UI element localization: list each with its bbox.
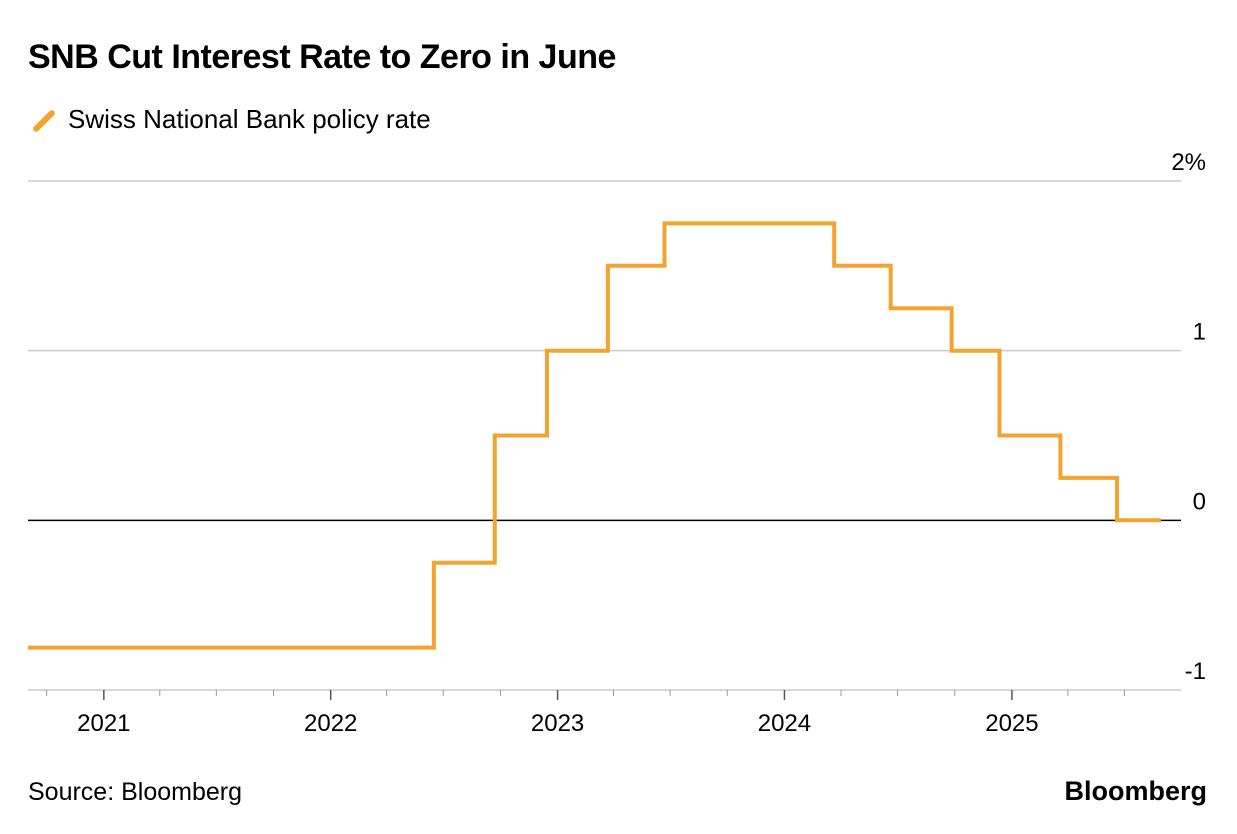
y-tick-label: 0 <box>1193 488 1206 515</box>
legend: Swiss National Bank policy rate <box>30 104 431 135</box>
y-tick-label: 1 <box>1193 319 1206 346</box>
brand-logo: Bloomberg <box>1064 776 1207 806</box>
x-tick-label: 2022 <box>304 710 357 737</box>
y-tick-label: 2% <box>1171 149 1206 176</box>
series-line-policy-rate <box>28 221 1162 650</box>
x-tick-label: 2021 <box>77 710 130 737</box>
y-tick-label: -1 <box>1185 658 1206 685</box>
chart-title: SNB Cut Interest Rate to Zero in June <box>28 38 616 76</box>
x-tick-label: 2024 <box>758 710 811 737</box>
source-note: Source: Bloomberg <box>28 778 243 806</box>
x-tick-label: 2025 <box>985 710 1038 737</box>
x-tick-label: 2023 <box>531 710 584 737</box>
legend-label: Swiss National Bank policy rate <box>68 104 431 134</box>
